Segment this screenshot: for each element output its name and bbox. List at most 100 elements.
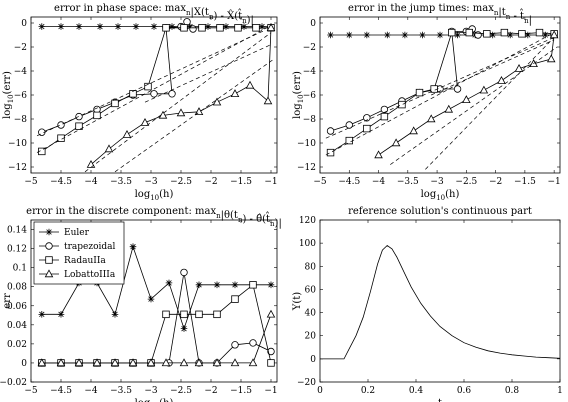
data-point	[75, 112, 83, 121]
data-point	[497, 75, 506, 84]
data-point	[249, 281, 257, 289]
y-tick-label: 0.14	[7, 226, 27, 236]
data-point	[345, 136, 353, 145]
data-point	[535, 28, 544, 37]
x-axis-label: log10(h)	[135, 189, 174, 202]
data-point	[111, 99, 119, 108]
slope-line	[144, 44, 272, 103]
y-tick-label: 20	[305, 332, 317, 342]
y-tick-label: 100	[299, 239, 316, 249]
x-tick-label: 0.6	[457, 386, 472, 396]
x-tick-label: −4.5	[50, 177, 72, 187]
slope-line	[431, 39, 555, 96]
data-point	[129, 243, 137, 250]
data-point	[38, 311, 46, 318]
axes-frame	[319, 219, 561, 383]
x-tick-label: −3	[430, 177, 444, 187]
series-triangle-series	[374, 30, 559, 159]
x-tick-label: −1.5	[230, 177, 252, 187]
chart-panel-3: −5 −4.5 −4 −3.5 −3 −2.5 −2 −1.5 −1 −0.02 0 0.02 0.04…	[0, 206, 282, 402]
data-point	[180, 24, 188, 32]
y-tick-label: −4	[14, 67, 28, 77]
data-point	[57, 134, 65, 142]
x-tick-label: 0	[317, 386, 323, 396]
x-tick-label: −1	[264, 177, 277, 187]
y-tick-label: −4	[303, 67, 317, 77]
data-point	[179, 358, 189, 367]
y-tick-label: 0.02	[7, 340, 27, 350]
data-point	[398, 100, 406, 109]
data-point	[500, 28, 509, 37]
data-point	[86, 159, 96, 168]
series-line	[320, 244, 560, 360]
y-tick-label: 0.04	[7, 321, 27, 331]
data-point	[128, 358, 138, 367]
x-tick-label: 0.4	[409, 386, 424, 396]
data-point	[326, 148, 335, 157]
series-square-series	[38, 24, 275, 156]
y-tick-label: −2	[303, 43, 316, 53]
data-point	[212, 358, 222, 367]
x-tick-label: −1.5	[514, 177, 536, 187]
y-tick-label: 60	[305, 285, 317, 295]
series-line	[41, 27, 271, 152]
data-point	[38, 23, 46, 30]
y-tick-label: 0	[310, 355, 316, 365]
series-lobattoiiia	[37, 309, 276, 367]
data-point	[37, 358, 47, 367]
data-point	[162, 24, 170, 32]
data-point	[194, 107, 204, 115]
x-tick-label: −2.5	[455, 177, 477, 187]
series-none-series	[320, 244, 560, 360]
data-point	[132, 23, 140, 30]
data-point	[326, 127, 335, 135]
data-point	[56, 358, 66, 367]
data-point	[514, 63, 524, 72]
data-point	[546, 54, 556, 63]
data-point	[345, 121, 353, 129]
chart-title: error in phase space: maxn|X(tn) - X̂(t̂…	[54, 3, 254, 26]
y-tick-label: −10	[297, 139, 316, 149]
data-point	[230, 89, 240, 97]
data-point	[92, 358, 102, 367]
x-axis-label: t	[438, 398, 442, 402]
data-point	[462, 95, 471, 103]
axes-frame	[319, 16, 561, 174]
legend-entry: RadauIIa	[64, 256, 106, 266]
y-axis-label: log10(err)	[2, 71, 15, 119]
x-tick-label: −3	[144, 386, 158, 396]
y-tick-label: −6	[303, 91, 317, 101]
series-circle-series	[38, 18, 197, 136]
y-tick-label: 0	[21, 19, 27, 29]
data-point	[518, 30, 526, 38]
x-tick-label: 0.8	[505, 386, 520, 396]
y-tick-label: 0.12	[7, 245, 27, 255]
data-point	[186, 23, 194, 30]
series-square-series	[326, 28, 558, 157]
plot-area	[320, 244, 560, 360]
y-tick-label: 0.1	[13, 264, 27, 274]
y-tick-label: 80	[305, 262, 317, 272]
y-tick-label: −8	[14, 115, 28, 125]
legend-marker	[45, 242, 53, 250]
data-point	[195, 281, 203, 289]
data-point	[111, 311, 119, 318]
y-tick-label: −12	[297, 163, 316, 173]
data-point	[104, 144, 114, 153]
data-point	[168, 90, 176, 98]
data-point	[363, 124, 371, 133]
data-point	[150, 23, 158, 30]
data-point	[96, 23, 104, 30]
x-tick-label: −5	[24, 386, 38, 396]
legend-marker	[44, 269, 54, 278]
y-tick-label: 120	[299, 216, 316, 226]
data-point	[180, 325, 188, 332]
data-point	[409, 126, 418, 135]
data-point	[258, 23, 266, 30]
data-point	[230, 358, 240, 367]
data-point	[231, 281, 239, 289]
data-point	[483, 30, 491, 38]
data-point	[168, 23, 176, 30]
data-point	[436, 31, 444, 39]
